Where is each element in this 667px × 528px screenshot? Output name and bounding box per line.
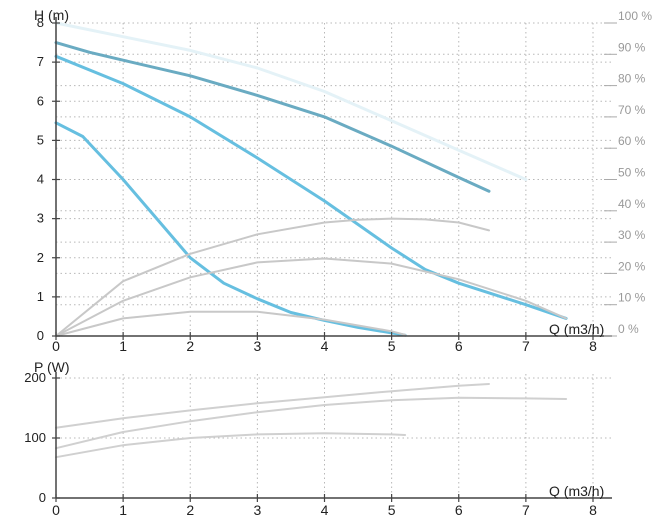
power-x-axis-title: Q (m3/h) <box>549 483 604 499</box>
power-x-tick-label: 6 <box>455 502 463 518</box>
head-y-tick-label: 7 <box>37 54 44 69</box>
head-y-tick-label: 3 <box>37 211 44 226</box>
head-series-line-1 <box>54 41 491 193</box>
power-x-tick-label: 2 <box>186 502 194 518</box>
power-series-line-2 <box>55 432 407 459</box>
head-y-tick-label: 5 <box>37 132 44 147</box>
head-axis-title: H (m) <box>34 7 69 23</box>
head-x-tick-label: 7 <box>522 338 530 354</box>
head-y-tick-label: 2 <box>37 250 44 265</box>
head-x-tick-label: 3 <box>253 338 261 354</box>
head-series-line-4 <box>55 217 490 337</box>
pct-tick-label: 100 % <box>618 9 652 23</box>
head-chart-grid <box>56 22 612 336</box>
power-series-line-1 <box>55 396 568 450</box>
head-x-axis-title: Q (m3/h) <box>549 321 604 337</box>
head-series-line-6 <box>55 310 407 337</box>
head-series-line-5 <box>55 257 568 337</box>
pct-tick-label: 10 % <box>618 291 646 305</box>
power-y-tick-label: 200 <box>24 370 46 385</box>
head-y-tick-label: 1 <box>37 289 44 304</box>
power-x-tick-label: 8 <box>589 502 597 518</box>
head-y-tick-label: 8 <box>37 15 44 30</box>
pct-tick-label: 0 % <box>618 322 639 336</box>
pct-tick-label: 40 % <box>618 197 646 211</box>
head-x-tick-label: 8 <box>589 338 597 354</box>
power-x-tick-label: 0 <box>52 502 60 518</box>
pct-tick-label: 60 % <box>618 134 646 148</box>
head-x-tick-label: 4 <box>321 338 329 354</box>
head-x-tick-label: 2 <box>186 338 194 354</box>
pct-tick-label: 30 % <box>618 228 646 242</box>
head-y-tick-label: 6 <box>37 93 44 108</box>
power-x-tick-label: 4 <box>321 502 329 518</box>
head-y-tick-label: 4 <box>37 172 44 187</box>
power-axis-title: P (W) <box>34 359 70 375</box>
power-chart-curves <box>55 383 568 459</box>
head-y-tick-label: 0 <box>37 328 44 343</box>
power-chart-axes: 0 1 2 3 4 5 6 7 8 0 100 200 <box>24 370 612 518</box>
head-series-line-3 <box>54 121 407 337</box>
power-y-tick-label: 100 <box>24 430 46 445</box>
power-series-line-0 <box>55 383 490 429</box>
power-x-tick-label: 5 <box>388 502 396 518</box>
head-x-tick-label: 6 <box>455 338 463 354</box>
power-chart-grid <box>56 374 612 498</box>
pct-tick-label: 90 % <box>618 40 646 54</box>
head-series-line-2 <box>54 54 568 320</box>
head-x-tick-label: 1 <box>119 338 127 354</box>
head-x-tick-label: 5 <box>388 338 396 354</box>
power-y-tick-label: 0 <box>39 490 46 505</box>
power-x-tick-label: 1 <box>119 502 127 518</box>
power-x-tick-label: 3 <box>253 502 261 518</box>
head-chart-curves <box>54 21 568 337</box>
pct-tick-label: 80 % <box>618 72 646 86</box>
power-x-tick-label: 7 <box>522 502 530 518</box>
head-x-tick-label: 0 <box>52 338 60 354</box>
pct-tick-label: 70 % <box>618 103 646 117</box>
head-series-line-0 <box>54 21 528 181</box>
pct-tick-label: 50 % <box>618 166 646 180</box>
pct-tick-label: 20 % <box>618 259 646 273</box>
